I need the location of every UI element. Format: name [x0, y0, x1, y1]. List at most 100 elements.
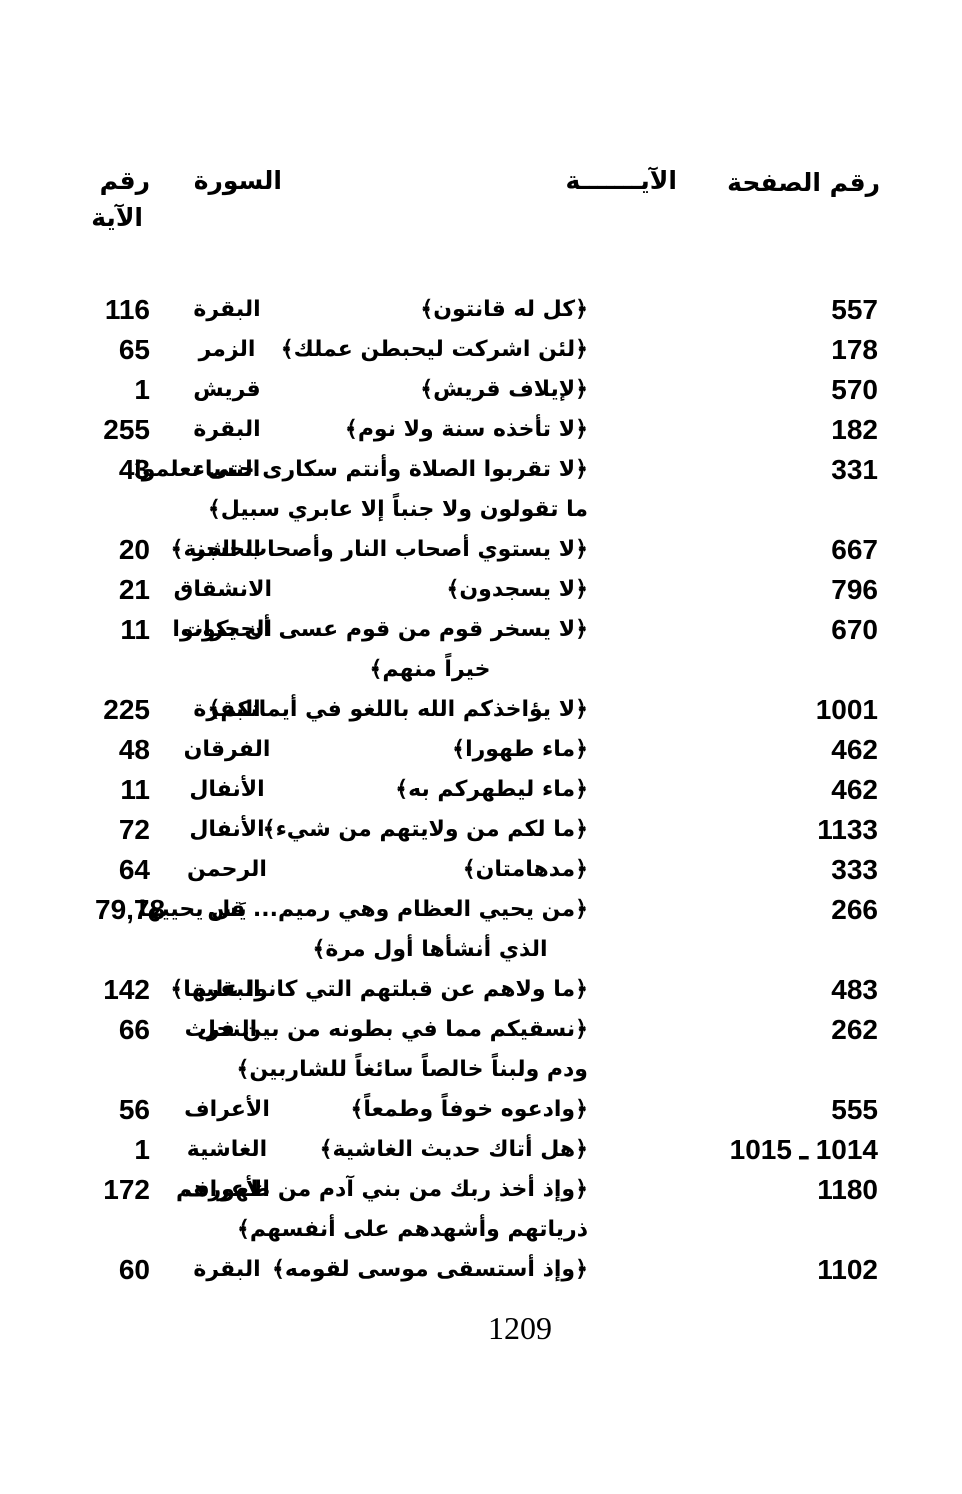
page-number-cell: 796	[831, 574, 878, 605]
verse-line: ﴿ماء طهورا﴾	[452, 737, 588, 762]
verse-text-cell: ﴿لا تقربوا الصلاة وأنتم سكارى حتى تعلموا…	[134, 450, 588, 530]
table-row: 1133 ﴿ما لكم من ولايتهم من شيء﴾ الأنفال …	[0, 810, 962, 850]
verse-number-cell: 1	[134, 374, 150, 405]
verse-number-cell: 79,78	[95, 894, 166, 925]
verse-text-cell: ﴿ما ولاهم عن قبلتهم التي كانوا عليها﴾	[170, 970, 588, 1010]
page-number-cell: 262	[831, 1014, 878, 1045]
page-number-cell: 1102	[817, 1254, 878, 1285]
verse-text-cell: ﴿وإذ أخذ ربك من بني آدم من ظهورهم ذرياتهم…	[175, 1170, 588, 1250]
verse-number-cell: 72	[118, 814, 150, 845]
table-row: 462 ﴿ماء طهورا﴾ الفرقان 48	[0, 730, 962, 770]
surah-name-cell: البقرة	[193, 697, 261, 722]
verse-number-cell: 43	[118, 454, 150, 485]
verse-text-cell: ﴿ماء ليطهركم به﴾	[272, 770, 588, 810]
surah-name-cell: الحجرات	[181, 617, 272, 642]
header-verse-number-line1: رقم	[99, 166, 150, 195]
verse-number-cell: 225	[103, 694, 150, 725]
verse-number-cell: 60	[118, 1254, 150, 1285]
verse-index-table-body: 557 ﴿كل له قانتون﴾ البقرة 116 178 ﴿لئن ا…	[0, 290, 962, 1290]
verse-text-cell: ﴿ما لكم من ولايتهم من شيء﴾	[262, 810, 588, 850]
verse-line: ﴿ماء ليطهركم به﴾	[395, 777, 588, 802]
table-row: 262 ﴿نسقيكم مما في بطونه من بين فرث ودم و…	[0, 1010, 962, 1090]
table-row: 1014 ـ 1015 ﴿هل أتاك حديث الغاشية﴾ الغاش…	[0, 1130, 962, 1170]
verse-text-cell: ﴿هل أتاك حديث الغاشية﴾	[272, 1130, 588, 1170]
page-number-cell: 178	[831, 334, 878, 365]
verse-number-cell: 255	[103, 414, 150, 445]
verse-text-cell: ﴿وإذ أستسقى موسى لقومه﴾	[272, 1250, 588, 1290]
surah-name-cell: يَس	[207, 897, 247, 922]
verse-number-cell: 142	[103, 974, 150, 1005]
verse-number-cell: 56	[118, 1094, 150, 1125]
folio-page-number: 1209	[488, 1310, 552, 1346]
page-number-cell: 557	[831, 294, 878, 325]
verse-line: ﴿وادعوه خوفاً وطمعاً﴾	[350, 1097, 588, 1122]
table-row: 1180 ﴿وإذ أخذ ربك من بني آدم من ظهورهم ذر…	[0, 1170, 962, 1250]
page-number-cell: 462	[831, 734, 878, 765]
verse-text-cell: ﴿مدهامتان﴾	[272, 850, 588, 890]
verse-line: خيراً منهم﴾	[369, 657, 491, 682]
surah-name-cell: البقرة	[193, 1257, 261, 1282]
page-number-cell: 570	[831, 374, 878, 405]
surah-name-cell: الحشر	[193, 537, 261, 562]
verse-number-cell: 11	[120, 774, 150, 805]
surah-name-cell: البقرة	[193, 977, 261, 1002]
verse-number-cell: 1	[134, 1134, 150, 1165]
verse-number-cell: 11	[120, 614, 150, 645]
verse-line: ﴿وإذ أخذ ربك من بني آدم من ظهورهم	[175, 1177, 588, 1202]
table-row: 557 ﴿كل له قانتون﴾ البقرة 116	[0, 290, 962, 330]
header-verse-number-line2: الآية	[91, 203, 143, 232]
verse-number-cell: 65	[118, 334, 150, 365]
surah-name-cell: الأعراف	[184, 1177, 270, 1202]
verse-line: ﴿وإذ أستسقى موسى لقومه﴾	[271, 1257, 588, 1282]
page-number-cell: 1180	[817, 1174, 878, 1205]
verse-line: ﴿لئن اشركت ليحبطن عملك﴾	[280, 337, 588, 362]
table-row: 333 ﴿مدهامتان﴾ الرحمن 64	[0, 850, 962, 890]
surah-name-cell: الأنفال	[189, 777, 265, 802]
verse-line: ﴿لا يستوي أصحاب النار وأصحاب الجنة﴾	[170, 537, 588, 562]
surah-name-cell: النساء	[193, 457, 261, 482]
page-number-cell: 182	[831, 414, 878, 445]
table-row: 331 ﴿لا تقربوا الصلاة وأنتم سكارى حتى تع…	[0, 450, 962, 530]
verse-text-cell: ﴿لا يسجدون﴾	[272, 570, 589, 610]
verse-line: ﴿لا تقربوا الصلاة وأنتم سكارى حتى تعلموا	[134, 457, 588, 482]
page-number-cell: 555	[831, 1094, 878, 1125]
surah-name-cell: الفرقان	[183, 737, 271, 762]
surah-name-cell: الانشقاق	[173, 577, 272, 602]
verse-line: ﴿لا تأخذه سنة ولا نوم﴾	[344, 417, 588, 442]
verse-line: ﴿نسقيكم مما في بطونه من بين فرث	[184, 1017, 588, 1042]
page-number-cell: 667	[831, 534, 878, 565]
surah-name-cell: البقرة	[193, 297, 261, 322]
header-verse-column: الآيـــــــة	[565, 166, 677, 195]
page-number-cell: 333	[831, 854, 878, 885]
table-row: 667 ﴿لا يستوي أصحاب النار وأصحاب الجنة﴾ …	[0, 530, 962, 570]
table-row: 570 ﴿لإيلاف قريش﴾ قريش 1	[0, 370, 962, 410]
page-number-cell: 1014 ـ 1015	[729, 1134, 878, 1165]
header-surah-column: السورة	[193, 166, 282, 195]
table-row: 462 ﴿ماء ليطهركم به﴾ الأنفال 11	[0, 770, 962, 810]
surah-name-cell: الزمر	[198, 337, 256, 362]
verse-text-cell: ﴿ماء طهورا﴾	[272, 730, 588, 770]
verse-line: ما تقولون ولا جنباً إلا عابري سبيل﴾	[207, 497, 588, 522]
table-row: 178 ﴿لئن اشركت ليحبطن عملك﴾ الزمر 65	[0, 330, 962, 370]
table-row: 555 ﴿وادعوه خوفاً وطمعاً﴾ الأعراف 56	[0, 1090, 962, 1130]
table-row: 1001 ﴿لا يؤاخذكم الله باللغو في أيمانكم﴾…	[0, 690, 962, 730]
verse-number-cell: 64	[118, 854, 150, 885]
table-row: 182 ﴿لا تأخذه سنة ولا نوم﴾ البقرة 255	[0, 410, 962, 450]
verse-number-cell: 172	[103, 1174, 150, 1205]
verse-line: الذي أنشأها أول مرة﴾	[312, 937, 548, 962]
verse-line: ﴿ما لكم من ولايتهم من شيء﴾	[262, 817, 588, 842]
header-page-number-column: رقم الصفحة	[727, 168, 880, 197]
verse-text-cell: ﴿من يحيي العظام وهي رميم... قل يحييها الذ…	[139, 890, 588, 970]
verse-text-cell: ﴿لا يسخر قوم من قوم عسى أن يكونوا خيراً م…	[172, 610, 588, 690]
surah-name-cell: الأنفال	[189, 817, 265, 842]
verse-line: ودم ولبناً خالصاً سائغاً للشاربين﴾	[236, 1057, 588, 1082]
page-number-cell: 483	[831, 974, 878, 1005]
table-row: 1102 ﴿وإذ أستسقى موسى لقومه﴾ البقرة 60	[0, 1250, 962, 1290]
page-number-cell: 462	[831, 774, 878, 805]
verse-line: ﴿لا يسخر قوم من قوم عسى أن يكونوا	[172, 617, 588, 642]
verse-line: ﴿هل أتاك حديث الغاشية﴾	[319, 1137, 588, 1162]
verse-line: ﴿مدهامتان﴾	[462, 857, 588, 882]
surah-name-cell: الغاشية	[186, 1137, 268, 1162]
page-number-cell: 1001	[815, 694, 878, 725]
verse-number-cell: 21	[118, 574, 150, 605]
